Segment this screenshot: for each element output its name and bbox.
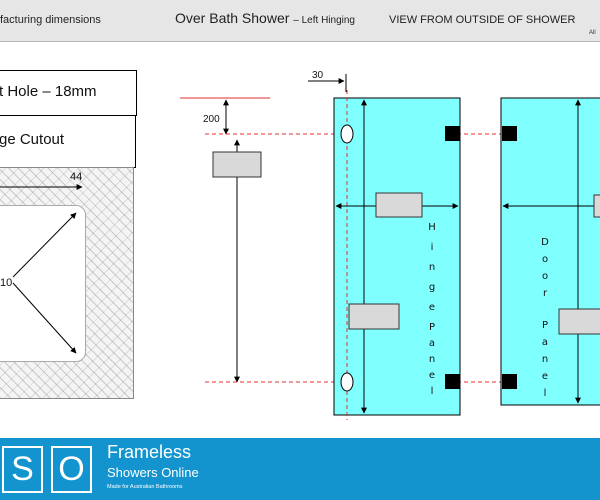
hinge-hole-top [340,124,354,144]
side-hinge-block [212,151,262,178]
brand-name-line1: Frameless [107,442,192,462]
door-panel-label: D o o r P a n e l [541,237,549,399]
page-title: Over Bath Shower – Left Hinging [175,10,355,26]
hinge-letter: g [429,282,435,293]
door-letter: r [543,288,548,299]
cutout-radius-arrow-upper [12,212,77,278]
hinge-letter: e [429,302,435,313]
door-letter: o [542,254,548,265]
view-label: VIEW FROM OUTSIDE OF SHOWER [389,14,576,26]
door-letter: o [542,271,548,282]
hinge-panel-handle-upper [375,192,423,218]
door-block-top [502,126,517,141]
door-letter: a [542,337,548,348]
hinge-hole-bottom [340,372,354,392]
title-main: Over Bath Shower [175,10,290,26]
hinge-block-top [445,126,460,141]
hinge-panel [333,97,461,416]
door-letter: l [544,388,547,399]
door-panel [500,97,600,406]
hinge-letter: e [429,370,435,381]
door-letter: D [541,237,549,248]
hinge-letter: P [429,322,435,333]
door-panel-handle-lower [558,308,600,335]
logo-letter-o: O [51,446,92,493]
door-panel-handle-upper [593,194,600,218]
hinge-panel-handle-lower [348,303,400,330]
hinge-letter: n [429,262,435,273]
hinge-letter: i [431,242,434,253]
title-subtitle: – Left Hinging [293,15,355,26]
offset-30-label: 30 [312,70,324,81]
cutout-radius-dimension: 10 [0,277,13,289]
dim-200-label: 200 [203,114,220,125]
footer-bar: S O Frameless Showers Online Made for Au… [0,438,600,500]
header-corner-text: All [589,30,596,36]
brand-name-line2: Showers Online [107,465,199,480]
door-letter: P [542,320,548,331]
cutout-label: ge Cutout [0,131,65,148]
door-letter: e [542,371,548,382]
cutout-box: ge Cutout [0,115,136,168]
logo-letter-s: S [2,446,43,493]
hinge-letter: n [429,354,435,365]
hinge-cutout-shape [0,205,86,362]
brand-tagline: Made for Australian Bathrooms [107,484,183,490]
cutout-width-dimension: 44 [70,171,83,183]
shower-diagram: 200 30 H i n g e P a n e l D o o r P a [0,70,600,420]
hinge-letter: a [429,338,435,349]
hinge-letter: H [428,222,436,233]
cutout-radius-arrow-lower [12,282,77,354]
door-block-bottom [502,374,517,389]
hole-label: t Hole – 18mm [0,83,97,100]
header-left-text: facturing dimensions [0,14,101,26]
hinge-block-bottom [445,374,460,389]
hinge-panel-label: H i n g e P a n e l [428,222,436,397]
header-bar: facturing dimensions Over Bath Shower – … [0,0,600,42]
hinge-letter: l [431,386,434,397]
door-letter: n [542,354,548,365]
